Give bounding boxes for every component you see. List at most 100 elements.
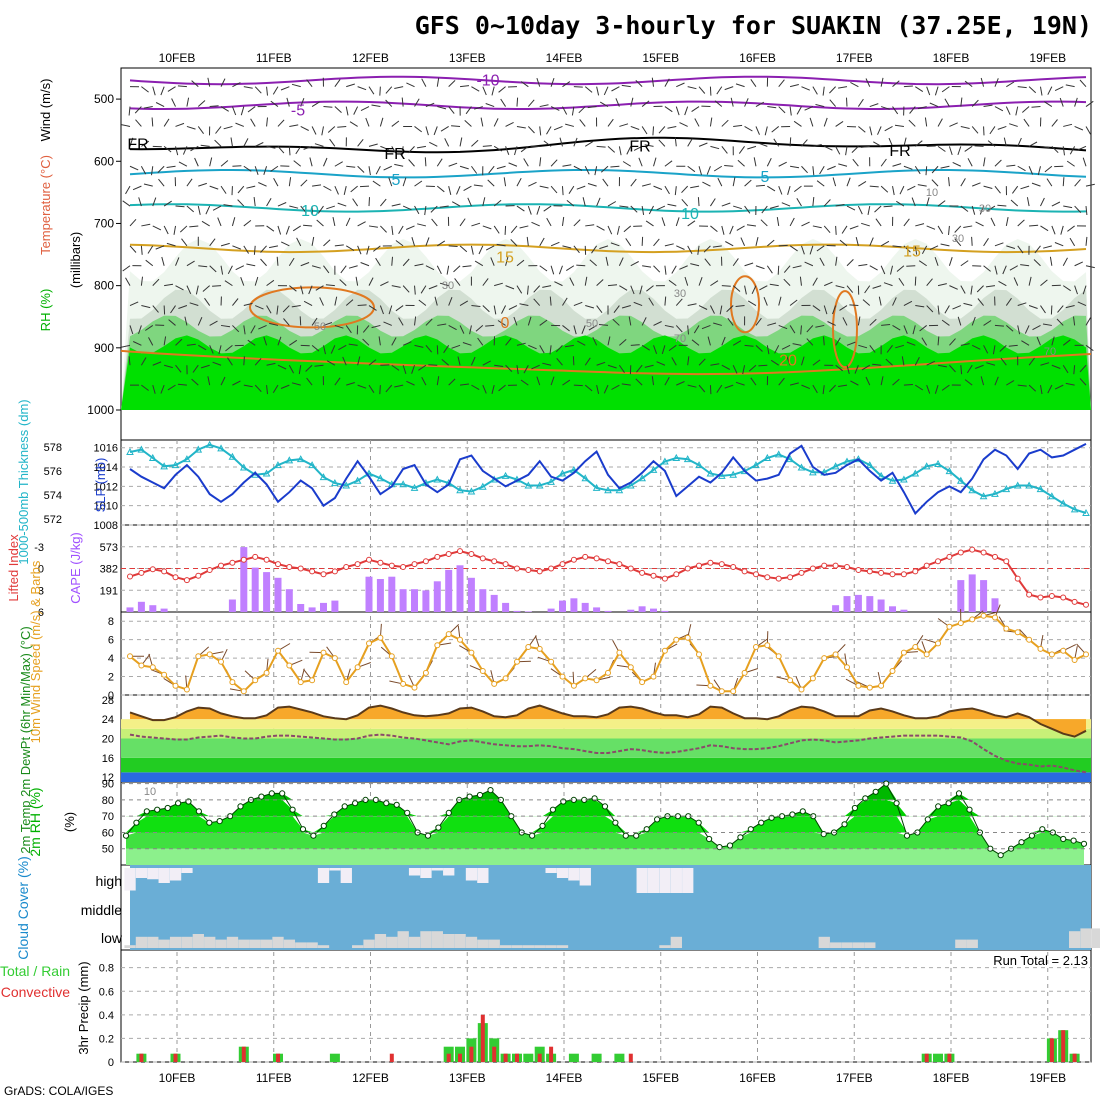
wind-barb — [141, 384, 149, 391]
wind-speed-point — [775, 653, 782, 660]
wind-barb — [467, 197, 472, 207]
wind-barb — [440, 126, 449, 132]
wind-barb — [470, 245, 474, 255]
panel-frame-precip — [120, 949, 1092, 1063]
rh-contour-label: 50 — [314, 321, 326, 333]
wind-barb — [829, 384, 836, 392]
lifted-index-point — [297, 565, 304, 572]
wind-speed-point — [229, 679, 236, 686]
chart-text: 10FEB10FEB11FEB11FEB12FEB12FEB13FEB13FEB… — [0, 51, 1088, 1085]
rh-point — [445, 809, 452, 817]
rh-point — [643, 826, 650, 833]
wind-barb — [869, 265, 878, 271]
wind-speed-point — [1048, 651, 1055, 658]
wind-barb — [869, 103, 879, 108]
precip-tick-0: 0 — [108, 1057, 114, 1069]
wind-barb — [368, 277, 374, 286]
wind-barb — [1029, 224, 1039, 227]
cloud-low-bar — [670, 936, 682, 948]
wind-barb — [610, 165, 620, 168]
wind-barb — [681, 198, 689, 207]
wind-barb — [280, 86, 290, 91]
wind-barb — [394, 163, 404, 167]
wind-barb — [316, 219, 324, 227]
wind-barb — [564, 344, 574, 348]
wind-barb — [948, 146, 953, 156]
wind-barb — [960, 285, 966, 294]
wind-barb — [994, 78, 999, 87]
wind-barb — [332, 216, 336, 227]
wind-barb — [966, 364, 973, 374]
wind-barb — [1051, 201, 1061, 207]
wind-barb — [804, 261, 814, 267]
wind-barb — [1051, 225, 1056, 235]
wind-barb — [944, 305, 950, 314]
thickness-point — [865, 461, 874, 469]
cloud-high-gap — [465, 868, 478, 881]
wind-barb — [846, 259, 854, 267]
wind-barb — [687, 303, 697, 307]
lifted-index-point — [263, 556, 270, 563]
wind-barb — [459, 245, 468, 253]
wind-barb — [766, 345, 770, 355]
wind-barb — [434, 296, 438, 306]
wind-barb — [474, 260, 484, 267]
wind-barb — [758, 364, 768, 367]
cape-bar — [251, 567, 259, 612]
wind-barb — [474, 106, 483, 110]
cloud-low-bar — [420, 931, 432, 948]
wind-barb — [576, 264, 586, 267]
wind-barb — [295, 146, 302, 155]
wind-barb — [428, 285, 438, 290]
rh-point — [258, 793, 265, 800]
wind-barb — [482, 145, 492, 147]
cape-bar — [388, 576, 396, 612]
wind-barb — [823, 199, 831, 207]
wind-barb — [738, 146, 745, 154]
wind-barb — [742, 365, 746, 375]
wind-barb — [1005, 106, 1011, 115]
rh-point — [341, 803, 348, 810]
wind-barb — [232, 298, 239, 306]
wind-barb — [414, 263, 424, 267]
wind-barb — [972, 182, 981, 187]
wind-barb — [994, 242, 1004, 247]
wind-barb — [143, 106, 153, 109]
date-bottom-17FEB: 17FEB — [836, 1071, 873, 1085]
cloud-high-gap — [340, 868, 352, 883]
wind-barb — [841, 225, 848, 234]
wind-barb — [1017, 245, 1024, 254]
temp-tick-12: 12 — [102, 772, 114, 784]
wind-barb — [282, 305, 290, 313]
wind-barb — [254, 305, 264, 310]
thickness-point — [524, 481, 533, 489]
wind-barb — [812, 86, 818, 95]
slp-tick-1012: 1012 — [94, 481, 118, 493]
wind-barb — [778, 185, 783, 195]
precip-total-bar — [523, 1053, 534, 1062]
wind-barb — [967, 158, 973, 167]
wind-barb — [975, 221, 984, 227]
wind-barb — [355, 276, 359, 286]
wind-barb — [622, 161, 632, 167]
wind-barb — [520, 379, 529, 386]
wind-barb — [138, 325, 142, 335]
wind-barb — [209, 105, 219, 108]
wind-barb — [539, 345, 545, 354]
wind-barb — [277, 202, 287, 207]
lifted-index-point — [798, 569, 805, 576]
thickness-point — [239, 463, 248, 471]
wind-barb — [366, 245, 370, 255]
wind-speed-point — [832, 651, 839, 658]
thickness-point — [581, 474, 590, 482]
wind-barb — [220, 106, 229, 112]
rh-contour-label: 10 — [144, 786, 156, 798]
wind-barb — [668, 279, 677, 287]
wind-barb — [402, 258, 410, 267]
isotherm-label: -5 — [291, 102, 305, 119]
wind-barb — [816, 180, 825, 187]
cloud-axis-label: Cloud Cover (%) — [15, 856, 31, 959]
wind-barb — [448, 162, 458, 167]
wind-barb — [531, 364, 540, 370]
cloud-low-bar — [283, 939, 296, 948]
